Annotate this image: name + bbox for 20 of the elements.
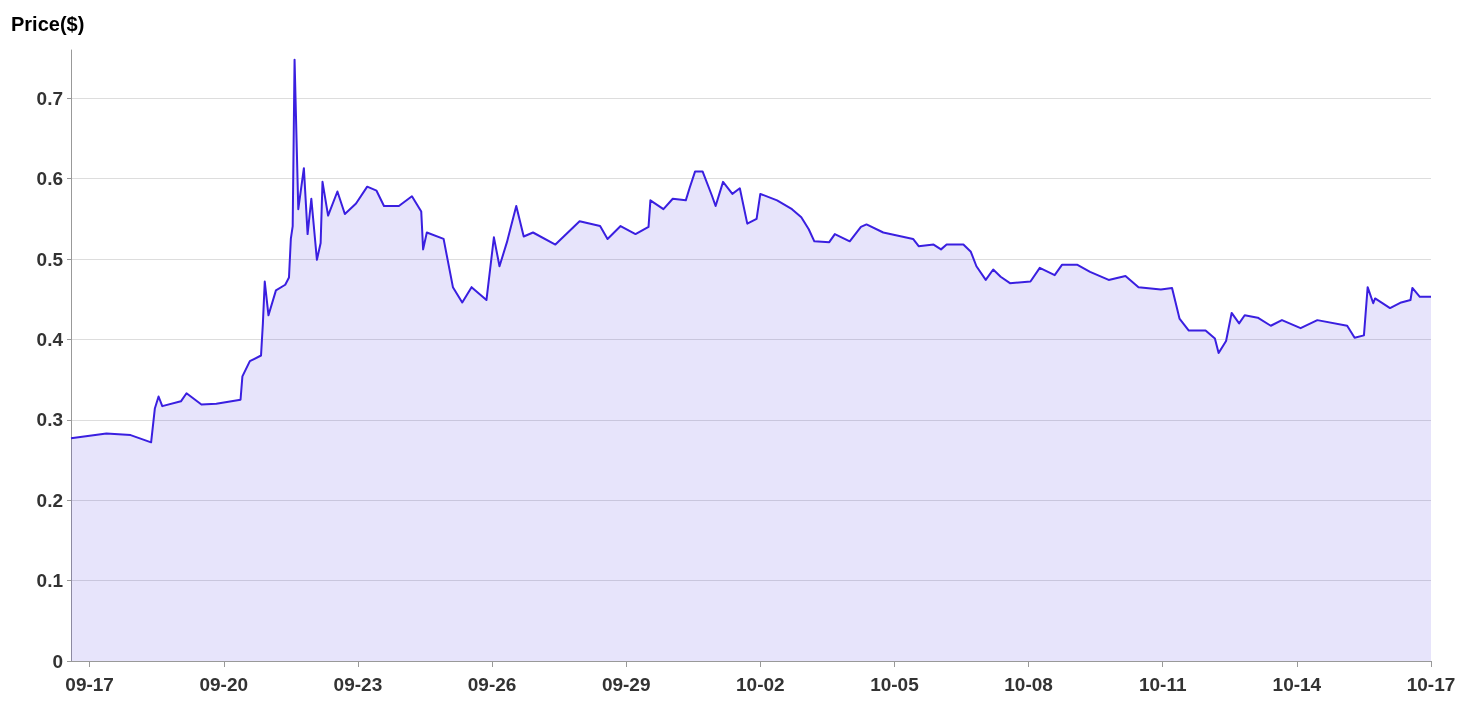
y-tick-label: 0.5 xyxy=(36,248,64,270)
y-tick-label: 0.7 xyxy=(36,87,63,109)
y-tick-label: 0.1 xyxy=(36,570,64,592)
y-tick-label: 0.6 xyxy=(36,168,63,190)
x-tick-label: 10-14 xyxy=(1272,674,1322,695)
x-tick-label: 09-26 xyxy=(467,674,517,695)
y-tick-label: 0.3 xyxy=(36,409,63,431)
x-tick-label: 10-08 xyxy=(1004,674,1053,695)
x-tick-label: 09-17 xyxy=(65,674,114,695)
x-tick-label: 09-29 xyxy=(601,674,651,695)
x-tick-label: 09-23 xyxy=(333,674,383,695)
y-tick-label: 0.2 xyxy=(36,489,63,511)
x-tick-label: 10-17 xyxy=(1406,674,1456,695)
x-tick-label: 10-11 xyxy=(1138,674,1187,695)
x-tick-label: 10-05 xyxy=(870,674,920,695)
y-tick-label: 0.4 xyxy=(36,328,64,350)
y-axis-title: Price($) xyxy=(11,13,85,35)
y-tick-label: 0 xyxy=(52,650,63,672)
x-tick-label: 10-02 xyxy=(736,674,785,695)
x-tick-label: 09-20 xyxy=(199,674,249,695)
